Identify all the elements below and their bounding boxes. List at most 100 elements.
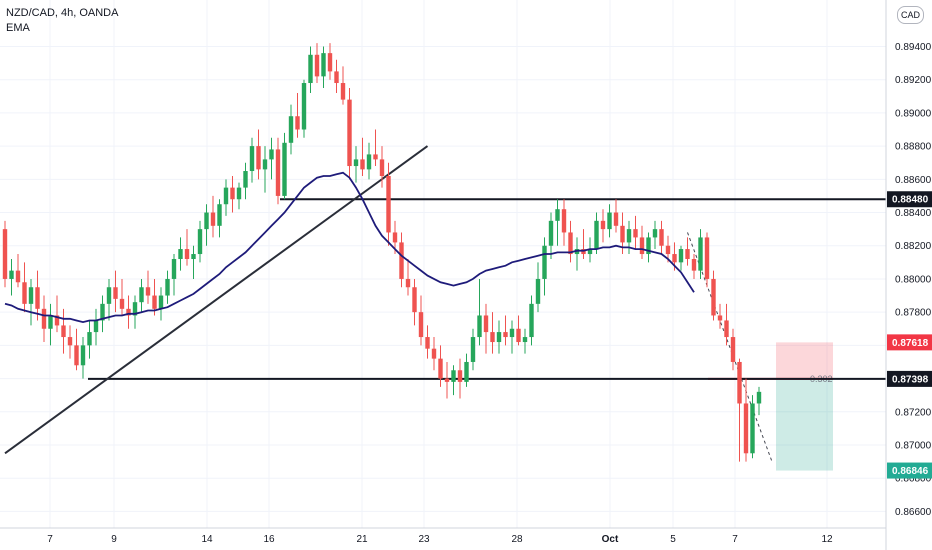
candle-body [249, 146, 255, 172]
time-tick-label: 14 [201, 534, 213, 545]
candle-body [470, 337, 476, 362]
price-tick-label: 0.87000 [895, 440, 932, 451]
horizontal-levels[interactable] [88, 198, 886, 380]
candle-body [256, 146, 261, 170]
candle-body [672, 254, 677, 263]
price-label-text: 0.87618 [892, 338, 929, 349]
candle-body [477, 315, 482, 338]
candle-body [145, 287, 151, 296]
candle-body [737, 361, 742, 404]
candle-body [87, 332, 92, 346]
candle-body [113, 287, 118, 299]
candle-body [457, 370, 463, 382]
candle-body [269, 149, 274, 160]
ema-line [4, 171, 695, 324]
candle-body [594, 220, 599, 250]
candle-body [600, 220, 606, 230]
time-tick-label: 12 [821, 534, 833, 545]
candle-body [587, 249, 593, 255]
candle-body [210, 212, 216, 226]
time-tick-label: 5 [670, 534, 676, 545]
trendline [4, 145, 429, 455]
time-tick-label: 21 [356, 534, 368, 545]
candle-body [665, 245, 671, 255]
candle-body [704, 237, 710, 279]
price-tick-label: 0.86800 [895, 474, 932, 485]
candle-body [685, 249, 690, 260]
candlestick-series [2, 43, 762, 462]
candle-body [28, 287, 34, 304]
candle-body [516, 328, 521, 343]
candle-body [756, 391, 762, 404]
candle-body [399, 242, 404, 279]
candle-body [555, 209, 560, 221]
currency-button[interactable]: CAD [897, 6, 924, 24]
time-tick-label: 9 [111, 534, 117, 545]
candle-body [353, 159, 359, 167]
time-axis[interactable]: 7 9 14 16 21 23 28 Oct 5 7 12 [0, 527, 886, 545]
time-tick-label: 7 [732, 534, 738, 545]
candle-body [483, 315, 489, 333]
price-tick-label: 0.88200 [895, 241, 932, 252]
candle-body [41, 308, 47, 329]
symbol-title: NZD/CAD, 4h, OANDA [6, 7, 119, 19]
candle-body [490, 332, 495, 343]
time-tick-label: 23 [418, 534, 430, 545]
price-axis[interactable]: 0.866000.868000.870000.872000.874000.876… [885, 0, 932, 550]
candle-body [295, 116, 300, 130]
candle-body [379, 159, 385, 176]
candle-body [35, 287, 40, 309]
time-tick-label: 7 [47, 534, 53, 545]
candle-body [542, 245, 547, 279]
price-tick-label: 0.88600 [895, 175, 932, 186]
candle-body [262, 159, 268, 170]
candle-body [386, 176, 391, 233]
candle-body [22, 282, 27, 304]
price-labels: 0.88480 0.87618 0.87398 0.86846 [887, 191, 932, 479]
candle-body [2, 229, 8, 279]
candle-body [288, 116, 294, 143]
candle-body [509, 328, 515, 338]
position-tool[interactable]: 0.302 [708, 342, 833, 471]
candle-body [360, 159, 365, 170]
candle-body [178, 249, 183, 260]
candle-body [659, 229, 664, 246]
candle-body [308, 54, 313, 84]
price-tick-label: 0.87200 [895, 407, 932, 418]
candle-body [405, 278, 411, 288]
indicator-label[interactable]: EMA [6, 22, 30, 34]
candle-body [48, 315, 53, 329]
candle-body [9, 270, 14, 279]
price-label-text: 0.86846 [892, 466, 929, 477]
price-label-box [887, 370, 932, 387]
candle-body [535, 278, 541, 304]
candle-body [301, 83, 307, 130]
candle-body [126, 308, 131, 316]
candle-body [80, 345, 86, 366]
candle-body [132, 302, 138, 316]
price-tick-label: 0.88400 [895, 208, 932, 219]
candle-body [106, 287, 112, 304]
candle-body [347, 99, 352, 167]
candle-body [191, 254, 196, 260]
time-tick-label: Oct [602, 534, 619, 545]
price-tick-label: 0.89200 [895, 75, 932, 86]
candle-body [568, 232, 573, 255]
price-label-box [887, 462, 932, 479]
candle-body [607, 212, 612, 230]
price-tick-label: 0.86600 [895, 507, 932, 518]
candle-body [691, 259, 697, 271]
candle-body [230, 187, 235, 200]
candle-body [100, 303, 105, 321]
trend-lines[interactable] [4, 145, 773, 462]
price-tick-label: 0.89000 [895, 108, 932, 119]
grid-lines [0, 0, 886, 528]
candle-body [204, 212, 209, 230]
candle-body [717, 315, 723, 321]
candle-body [730, 337, 736, 362]
candle-body [620, 225, 625, 243]
candle-body [418, 312, 424, 338]
candle-body [93, 320, 99, 333]
candle-body [119, 298, 125, 309]
